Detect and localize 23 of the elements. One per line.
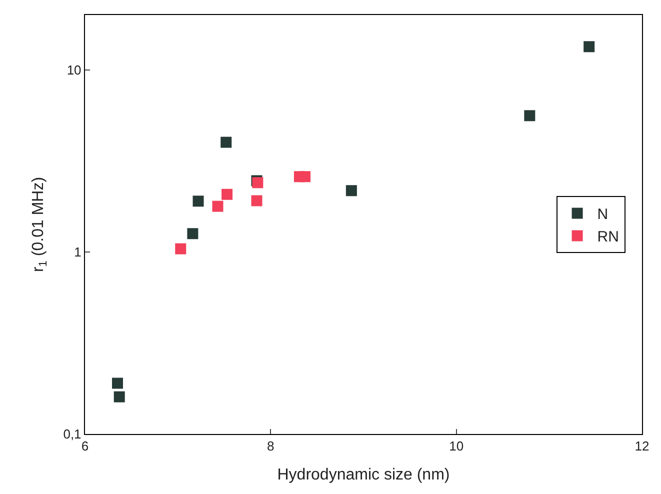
x-axis-title: Hydrodynamic size (nm) <box>277 466 450 484</box>
y-tick-label: 0,1 <box>63 426 82 442</box>
x-tick-label: 6 <box>81 438 89 454</box>
point <box>300 171 311 182</box>
x-tick-label: 10 <box>449 438 464 454</box>
point <box>112 378 123 389</box>
point <box>187 228 198 240</box>
point <box>222 188 233 200</box>
point <box>251 195 262 206</box>
legend-label: RN <box>597 228 619 246</box>
y-tick-label: 10 <box>66 62 82 78</box>
y-tick-label: 1 <box>74 244 82 260</box>
point <box>524 110 536 122</box>
point <box>192 196 204 207</box>
x-tick-label: 12 <box>634 438 650 454</box>
point <box>220 136 232 148</box>
point <box>114 391 125 402</box>
point <box>346 185 357 196</box>
point <box>584 41 595 52</box>
point <box>175 243 186 254</box>
legend-label: N <box>597 206 608 224</box>
x-tick-label: 8 <box>267 438 274 454</box>
point <box>212 200 224 212</box>
